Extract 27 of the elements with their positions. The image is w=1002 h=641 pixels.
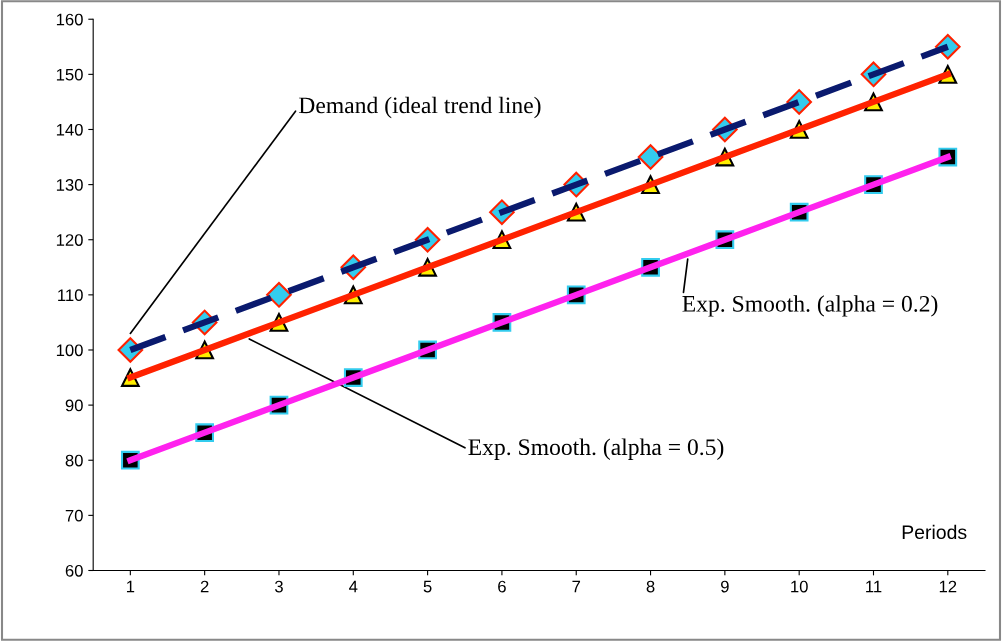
x-tick-label: 8 xyxy=(646,580,655,593)
x-tick-label: 7 xyxy=(572,580,581,593)
x-tick-label: 6 xyxy=(498,580,506,593)
y-tick-label: 90 xyxy=(65,399,83,412)
x-tick-label: 12 xyxy=(939,580,957,593)
x-tick-label: 9 xyxy=(721,580,729,593)
text: Demand (ideal trend line) xyxy=(298,96,541,119)
x-tick-label: 10 xyxy=(791,580,808,593)
x-tick-label: 2 xyxy=(200,580,209,593)
y-tick-label: 110 xyxy=(58,289,83,302)
text: Exp. Smooth. (alpha = 0.5) xyxy=(468,438,724,460)
x-tick-label: 4 xyxy=(349,580,358,593)
y-tick-label: 80 xyxy=(65,454,83,467)
y-tick-label: 160 xyxy=(56,13,83,26)
x-tick-label: 1 xyxy=(126,580,135,593)
x-tick-label: 5 xyxy=(423,580,432,593)
y-tick-label: 100 xyxy=(56,344,83,357)
y-tick-label: 140 xyxy=(56,123,83,136)
x-axis-title: Periods xyxy=(902,524,967,540)
x-tick-label: 11 xyxy=(866,580,882,593)
y-tick-label: 130 xyxy=(56,179,83,191)
y-tick-label: 60 xyxy=(65,564,83,577)
x-tick-label: 3 xyxy=(274,580,283,593)
legend-label: Exp. Smooth. (alpha = 0.2) xyxy=(682,295,938,317)
y-tick-label: 150 xyxy=(56,68,83,81)
y-tick-label: 120 xyxy=(56,234,83,246)
y-tick-label: 70 xyxy=(65,509,83,522)
